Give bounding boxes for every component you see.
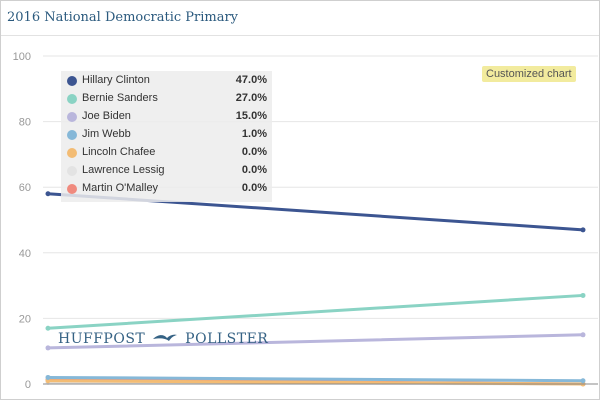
legend-item-joe-biden[interactable]: Joe Biden 15.0% (61, 108, 272, 126)
data-point[interactable] (45, 191, 51, 197)
y-tick-label: 0 (25, 379, 31, 391)
data-point[interactable] (580, 378, 586, 384)
series-line[interactable] (46, 293, 585, 330)
legend-name: Lawrence Lessig (82, 164, 165, 176)
customized-chart-badge[interactable]: Customized chart (482, 66, 576, 82)
huffpost-pollster-watermark: HUFFPOST POLLSTER (58, 331, 268, 347)
legend-swatch (67, 112, 77, 122)
legend-item-bernie-sanders[interactable]: Bernie Sanders 27.0% (61, 90, 272, 108)
legend-swatch (67, 148, 77, 158)
y-tick-label: 80 (19, 117, 31, 129)
series-line[interactable] (46, 333, 585, 350)
legend-name: Lincoln Chafee (82, 146, 156, 158)
legend-swatch (67, 94, 77, 104)
legend-value: 15.0% (235, 110, 267, 122)
y-tick-label: 60 (19, 182, 31, 194)
legend-item-martin-omalley[interactable]: Martin O'Malley 0.0% (61, 180, 272, 198)
legend-item-lawrence-lessig[interactable]: Lawrence Lessig 0.0% (61, 162, 272, 180)
legend-item-jim-webb[interactable]: Jim Webb 1.0% (61, 126, 272, 144)
data-point[interactable] (580, 292, 586, 298)
legend-name: Bernie Sanders (82, 92, 158, 104)
legend-swatch (67, 130, 77, 140)
legend-value: 0.0% (241, 182, 267, 194)
legend-value: 27.0% (235, 92, 267, 104)
legend-value: 0.0% (241, 146, 267, 158)
legend: Hillary Clinton 47.0% Bernie Sanders 27.… (61, 71, 272, 202)
series-line[interactable] (46, 375, 585, 383)
data-point[interactable] (580, 332, 586, 338)
legend-value: 1.0% (241, 128, 267, 140)
pollster-bird-icon (153, 334, 178, 341)
legend-swatch (67, 184, 77, 194)
legend-value: 47.0% (235, 74, 267, 86)
legend-item-lincoln-chafee[interactable]: Lincoln Chafee 0.0% (61, 144, 272, 162)
legend-name: Hillary Clinton (82, 74, 150, 86)
series-lines[interactable] (45, 191, 586, 387)
y-axis-ticks: 0 20 40 60 80 100 (13, 51, 31, 391)
legend-name: Jim Webb (82, 128, 131, 140)
legend-swatch (67, 166, 77, 176)
watermark-left-text: HUFFPOST (58, 331, 146, 347)
y-tick-label: 40 (19, 248, 31, 260)
watermark-right-text: POLLSTER (185, 331, 269, 347)
y-tick-label: 100 (13, 51, 31, 63)
legend-value: 0.0% (241, 164, 267, 176)
legend-name: Martin O'Malley (82, 182, 159, 194)
series-line[interactable] (46, 379, 585, 386)
title-divider (1, 35, 599, 36)
data-point[interactable] (45, 325, 51, 331)
data-point[interactable] (45, 374, 51, 380)
chart-title: 2016 National Democratic Primary (7, 10, 239, 25)
legend-item-hillary-clinton[interactable]: Hillary Clinton 47.0% (61, 72, 272, 90)
data-point[interactable] (580, 227, 586, 233)
legend-name: Joe Biden (82, 110, 131, 122)
y-tick-label: 20 (19, 313, 31, 325)
data-point[interactable] (45, 345, 51, 351)
legend-swatch (67, 76, 77, 86)
